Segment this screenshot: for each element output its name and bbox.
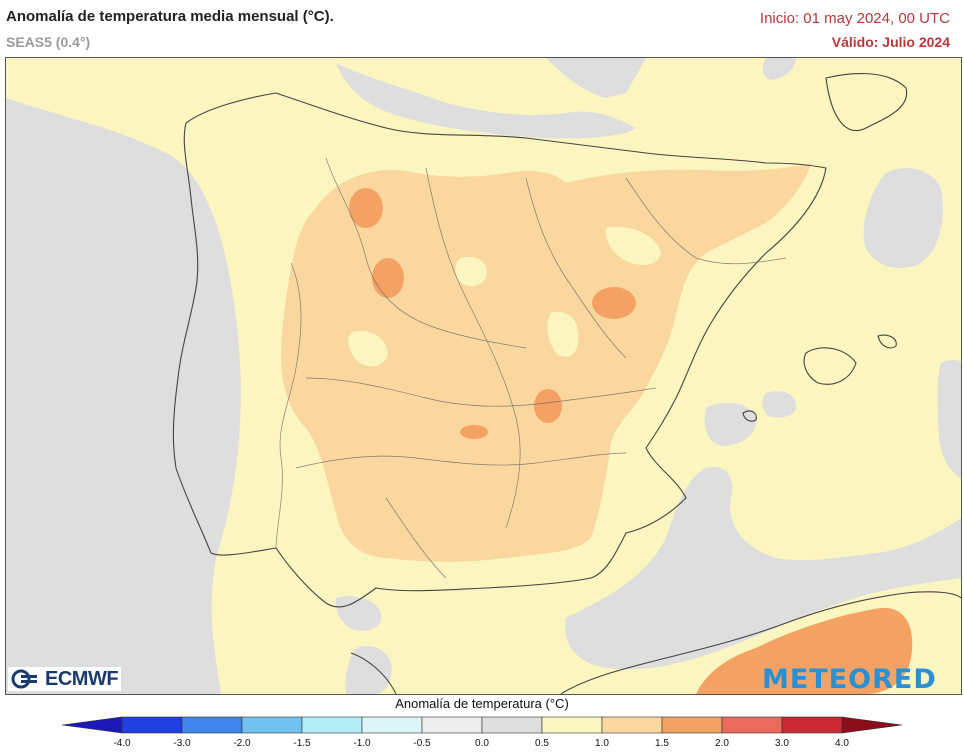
colorbar-segment bbox=[181, 716, 243, 734]
colorbar-tick-label: 1.5 bbox=[655, 738, 669, 749]
valid-period: Válido: Julio 2024 bbox=[831, 34, 950, 50]
colorbar-title: Anomalía de temperatura (°C) bbox=[395, 696, 569, 711]
colorbar-segment bbox=[301, 716, 363, 734]
colorbar-segment bbox=[661, 716, 723, 734]
colorbar-tick-label: -1.5 bbox=[293, 738, 311, 749]
colorbar-segment bbox=[541, 716, 603, 734]
colorbar-tick-label: -2.0 bbox=[233, 738, 251, 749]
colorbar-tick-label: -4.0 bbox=[113, 738, 131, 749]
colorbar-tick-label: -0.5 bbox=[413, 738, 431, 749]
init-time: Inicio: 01 may 2024, 00 UTC bbox=[759, 10, 950, 27]
colorbar-tick-label: 3.0 bbox=[775, 738, 789, 749]
colorbar-tick-label: 4.0 bbox=[835, 738, 849, 749]
colorbar-segment bbox=[361, 716, 423, 734]
colorbar-segment bbox=[121, 716, 183, 734]
ecmwf-logo-text: ECMWF bbox=[45, 667, 119, 690]
neutral-anomaly-areas bbox=[6, 58, 961, 694]
colorbar-under-triangle bbox=[62, 716, 123, 734]
colorbar-segment bbox=[601, 716, 663, 734]
colorbar-tick-label: 1.0 bbox=[595, 738, 609, 749]
colorbar bbox=[62, 716, 903, 734]
colorbar-segment bbox=[721, 716, 783, 734]
colorbar-segment bbox=[241, 716, 303, 734]
colorbar-tick-label: 2.0 bbox=[715, 738, 729, 749]
colorbar-segment bbox=[421, 716, 483, 734]
weak-anomaly-holes bbox=[348, 226, 661, 367]
warm-anomaly-areas bbox=[281, 163, 811, 562]
colorbar-tick-label: 0.0 bbox=[475, 738, 489, 749]
strong-anomaly-areas bbox=[349, 188, 913, 694]
colorbar-segment bbox=[481, 716, 543, 734]
colorbar-over-triangle bbox=[841, 716, 903, 734]
colorbar-tick-label: -1.0 bbox=[353, 738, 371, 749]
coastlines bbox=[172, 73, 961, 694]
colorbar-tick-label: 0.5 bbox=[535, 738, 549, 749]
anomaly-map[interactable] bbox=[5, 57, 962, 695]
ecmwf-logo: ECMWF bbox=[8, 667, 122, 691]
ecmwf-emblem-icon bbox=[11, 669, 37, 689]
colorbar-segment bbox=[781, 716, 843, 734]
province-borders bbox=[275, 157, 787, 579]
colorbar-tick-label: -3.0 bbox=[173, 738, 191, 749]
meteored-logo: METEORED bbox=[762, 664, 937, 695]
model-label: SEAS5 (0.4°) bbox=[6, 34, 91, 50]
map-title: Anomalía de temperatura media mensual (°… bbox=[6, 8, 334, 25]
